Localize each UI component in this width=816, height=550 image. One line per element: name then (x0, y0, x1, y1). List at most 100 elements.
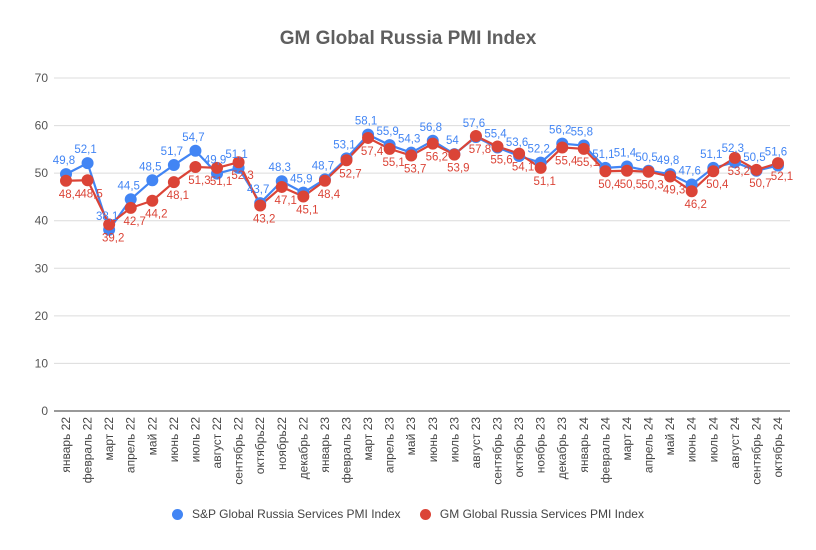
data-label: 44,5 (118, 180, 140, 192)
data-label: 50,5 (743, 152, 765, 164)
data-label: 55,1 (382, 157, 404, 169)
data-label: 53,1 (333, 139, 355, 151)
data-point (124, 201, 137, 214)
legend-item-gm[interactable]: GM Global Russia Services PMI Index (419, 507, 644, 521)
data-label: 43,2 (253, 213, 275, 225)
data-label: 48,7 (312, 160, 334, 172)
data-label: 53,9 (447, 163, 469, 175)
data-point (211, 161, 224, 174)
series-line-sp (65, 133, 779, 231)
data-point (577, 142, 590, 155)
y-tick-label: 10 (35, 356, 49, 370)
y-tick-label: 0 (41, 404, 48, 418)
data-label: 46,2 (685, 199, 707, 211)
data-point (491, 140, 504, 153)
x-tick-label: апрель 24 (642, 417, 656, 473)
data-label: 50,3 (641, 180, 663, 192)
data-point (275, 180, 288, 193)
legend-item-sp[interactable]: S&P Global Russia Services PMI Index (172, 507, 401, 521)
data-point (146, 194, 159, 207)
x-tick-label: июнь 24 (685, 417, 699, 463)
data-label: 49,3 (663, 184, 685, 196)
data-label: 55,4 (484, 128, 507, 140)
data-point (189, 144, 202, 157)
data-point (146, 174, 159, 187)
x-tick-label: май 24 (663, 417, 677, 456)
data-label: 52,3 (722, 143, 744, 155)
data-point (664, 170, 677, 183)
data-label: 54 (446, 135, 459, 147)
x-tick-label: март 24 (620, 417, 634, 461)
data-point (103, 218, 116, 231)
data-label: 38,1 (96, 211, 118, 223)
data-point (728, 151, 741, 164)
x-tick-label: сентябрь 22 (232, 417, 246, 485)
data-label: 51,6 (765, 147, 787, 159)
data-label: 51,1 (700, 149, 722, 161)
x-tick-label: октябрь 24 (771, 417, 785, 478)
data-label: 48,4 (318, 189, 341, 201)
data-label: 48,1 (167, 190, 189, 202)
data-point (707, 165, 720, 178)
data-label: 50,5 (635, 152, 657, 164)
x-tick-label: июнь 23 (426, 417, 440, 463)
data-label: 53,7 (404, 164, 426, 176)
data-label: 56,8 (420, 122, 442, 134)
data-label: 50,4 (706, 179, 729, 191)
x-tick-label: сентябрь 23 (491, 417, 505, 485)
x-tick-label: май 23 (404, 417, 418, 456)
x-tick-label: июнь 22 (167, 417, 181, 463)
legend: S&P Global Russia Services PMI Index GM … (0, 507, 816, 523)
x-tick-label: март 22 (102, 417, 116, 461)
data-label: 49,8 (53, 155, 75, 167)
data-point (620, 164, 633, 177)
y-tick-label: 50 (35, 166, 49, 180)
chart-title: GM Global Russia PMI Index (279, 28, 537, 49)
x-tick-label: июль 24 (706, 417, 720, 463)
data-label: 58,1 (355, 116, 377, 128)
data-point (599, 165, 612, 178)
data-point (534, 161, 547, 174)
data-point (318, 174, 331, 187)
data-label: 51,1 (592, 149, 614, 161)
data-point (469, 130, 482, 143)
data-label: 55,4 (555, 155, 578, 167)
data-label: 51,1 (225, 149, 247, 161)
data-point (772, 157, 784, 170)
x-tick-label: январь 22 (59, 417, 73, 473)
data-point (167, 176, 180, 189)
x-tick-label: апрель 22 (124, 417, 138, 473)
x-tick-label: август 22 (210, 417, 224, 469)
data-label: 42,7 (124, 216, 146, 228)
x-tick-label: ноябрь22 (275, 417, 289, 470)
data-label: 50,4 (598, 179, 621, 191)
y-tick-label: 30 (35, 261, 49, 275)
legend-marker-icon (172, 508, 184, 520)
data-label: 51,4 (614, 147, 637, 159)
x-tick-label: август 24 (728, 417, 742, 469)
data-label: 55,6 (490, 155, 512, 167)
data-label: 49,8 (657, 155, 679, 167)
data-label: 55,9 (376, 126, 398, 138)
data-label: 51,1 (533, 176, 555, 188)
data-point (254, 199, 267, 212)
data-point (232, 156, 245, 169)
x-tick-label: февраль 22 (81, 417, 95, 484)
legend-label: S&P Global Russia Services PMI Index (192, 507, 401, 521)
data-point (556, 141, 569, 154)
data-label: 52,7 (339, 168, 361, 180)
data-point (362, 131, 375, 144)
data-label: 48,4 (59, 189, 82, 201)
data-point (685, 185, 698, 198)
data-point (383, 142, 396, 155)
x-tick-label: декабрь 22 (296, 417, 310, 480)
data-point (60, 174, 72, 187)
x-tick-label: октябрь 23 (512, 417, 526, 478)
x-tick-label: январь 24 (577, 417, 591, 473)
data-label: 53,2 (728, 166, 750, 178)
data-label: 57,4 (361, 146, 384, 158)
series-line-gm (65, 134, 779, 226)
data-label: 54,7 (182, 132, 204, 144)
